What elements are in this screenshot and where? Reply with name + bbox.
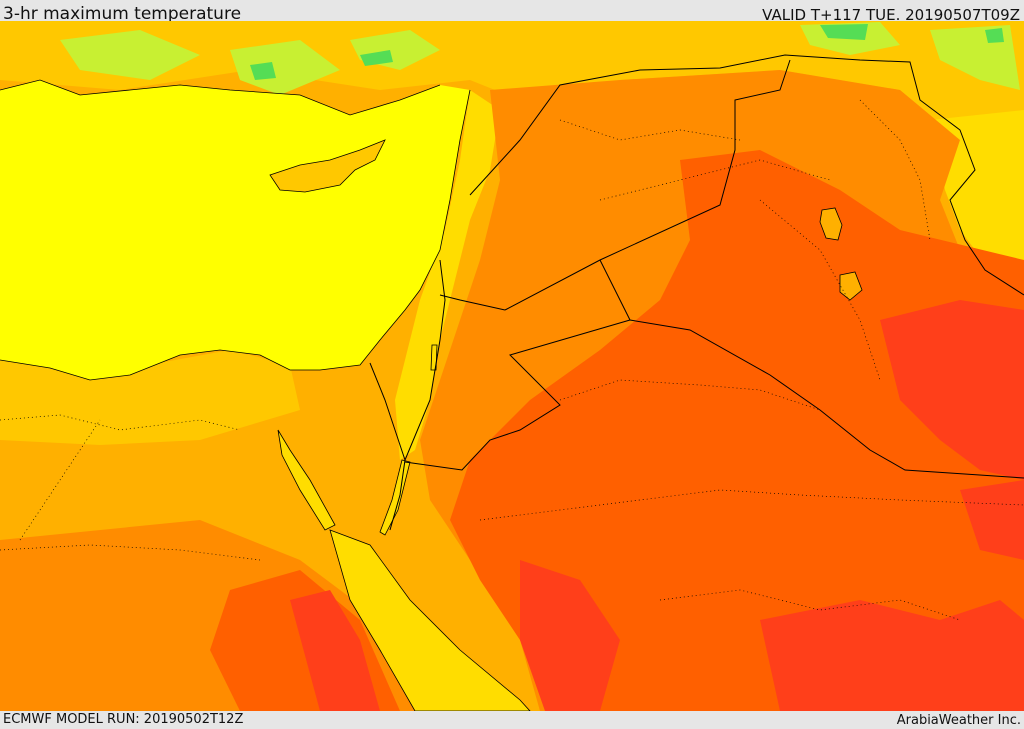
- cold-spot-3: [985, 28, 1004, 43]
- header-bar: [0, 0, 1024, 21]
- credit: ArabiaWeather Inc.: [896, 713, 1021, 728]
- highland-2: [230, 40, 340, 95]
- temperature-map: [0, 21, 1024, 711]
- extreme-5: [960, 480, 1024, 560]
- extreme-1: [880, 300, 1024, 480]
- highland-1: [60, 30, 200, 80]
- footer-bar: [0, 711, 1024, 729]
- cold-spot-1: [250, 62, 276, 80]
- very-hot-1: [450, 150, 1024, 711]
- valid-time: VALID T+117 TUE. 20190507T09Z: [762, 6, 1020, 24]
- extreme-4: [290, 590, 380, 711]
- model-run: ECMWF MODEL RUN: 20190502T12Z: [3, 712, 244, 727]
- lake-tharthar: [819, 207, 843, 241]
- province-borders: [0, 99, 1024, 621]
- levant-strip: [395, 90, 500, 460]
- red-sea: [329, 529, 531, 711]
- coastlines: [0, 79, 471, 381]
- cold-spot-4: [360, 50, 393, 66]
- dead-sea: [430, 344, 438, 371]
- map-title: 3-hr maximum temperature: [3, 4, 242, 24]
- cyprus: [269, 139, 386, 193]
- extreme-2: [520, 560, 620, 711]
- gulf-of-suez: [277, 429, 336, 531]
- lake-habbaniyah: [839, 271, 863, 301]
- cold-spot-2: [820, 24, 868, 40]
- country-borders: [369, 54, 1024, 531]
- extreme-3: [760, 600, 1024, 711]
